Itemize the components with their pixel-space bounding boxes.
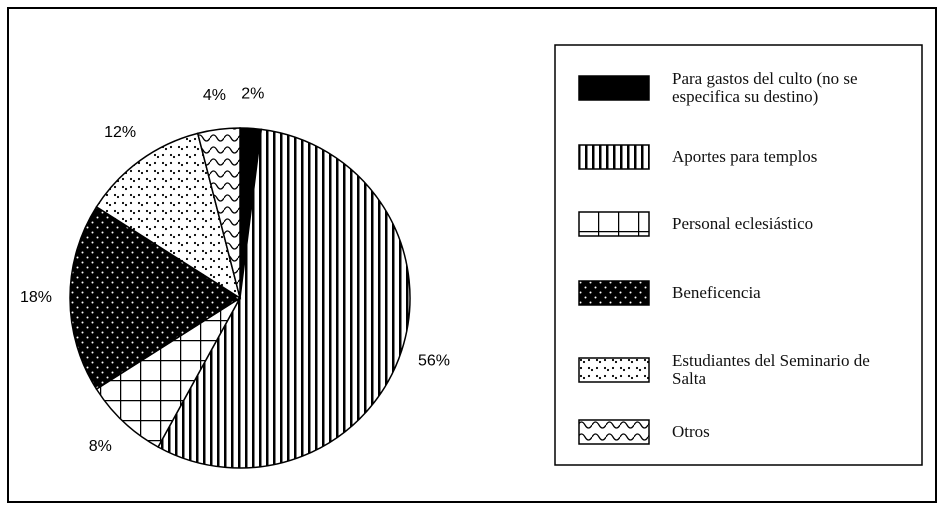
legend-label: Beneficencia (672, 283, 761, 302)
data-label: 18% (20, 289, 52, 306)
legend-swatch-fill (578, 75, 650, 101)
pie-slice (196, 127, 241, 299)
legend-item: Aportes para templos (578, 143, 902, 171)
legend-item: Estudiantes del Seminario de Salta (578, 352, 902, 388)
legend-label: Para gastos del culto (no se especifica … (672, 69, 858, 106)
legend-swatch (578, 280, 650, 306)
pie-slice (95, 132, 242, 300)
legend-label: Aportes para templos (672, 147, 818, 166)
legend-label: Estudiantes del Seminario de Salta (672, 351, 870, 388)
legend-swatch-fill (578, 357, 650, 383)
legend-label: Personal eclesiástico (672, 214, 814, 233)
legend-swatch (578, 144, 650, 170)
data-label: 56% (418, 352, 450, 369)
data-label: 8% (89, 438, 112, 455)
legend-swatch (578, 75, 650, 101)
legend-item: Personal eclesiástico (578, 210, 902, 238)
pie-slice (69, 205, 242, 391)
frame (7, 7, 937, 503)
legend-swatch-fill (578, 144, 650, 170)
legend-item: Para gastos del culto (no se especifica … (578, 70, 902, 106)
data-label: 4% (203, 87, 226, 104)
legend-swatch-fill (578, 280, 650, 306)
legend-swatch (578, 419, 650, 445)
legend-item: Otros (578, 418, 902, 446)
legend-label: Otros (672, 422, 710, 441)
pie-slice (157, 128, 411, 469)
legend-swatch-fill (578, 211, 650, 237)
legend-swatch (578, 211, 650, 237)
data-label: 12% (104, 124, 136, 141)
data-label: 2% (241, 86, 264, 103)
legend-swatch (578, 357, 650, 383)
legend-swatch-fill (578, 419, 650, 445)
legend-item: Beneficencia (578, 279, 902, 307)
legend-box (554, 44, 923, 466)
